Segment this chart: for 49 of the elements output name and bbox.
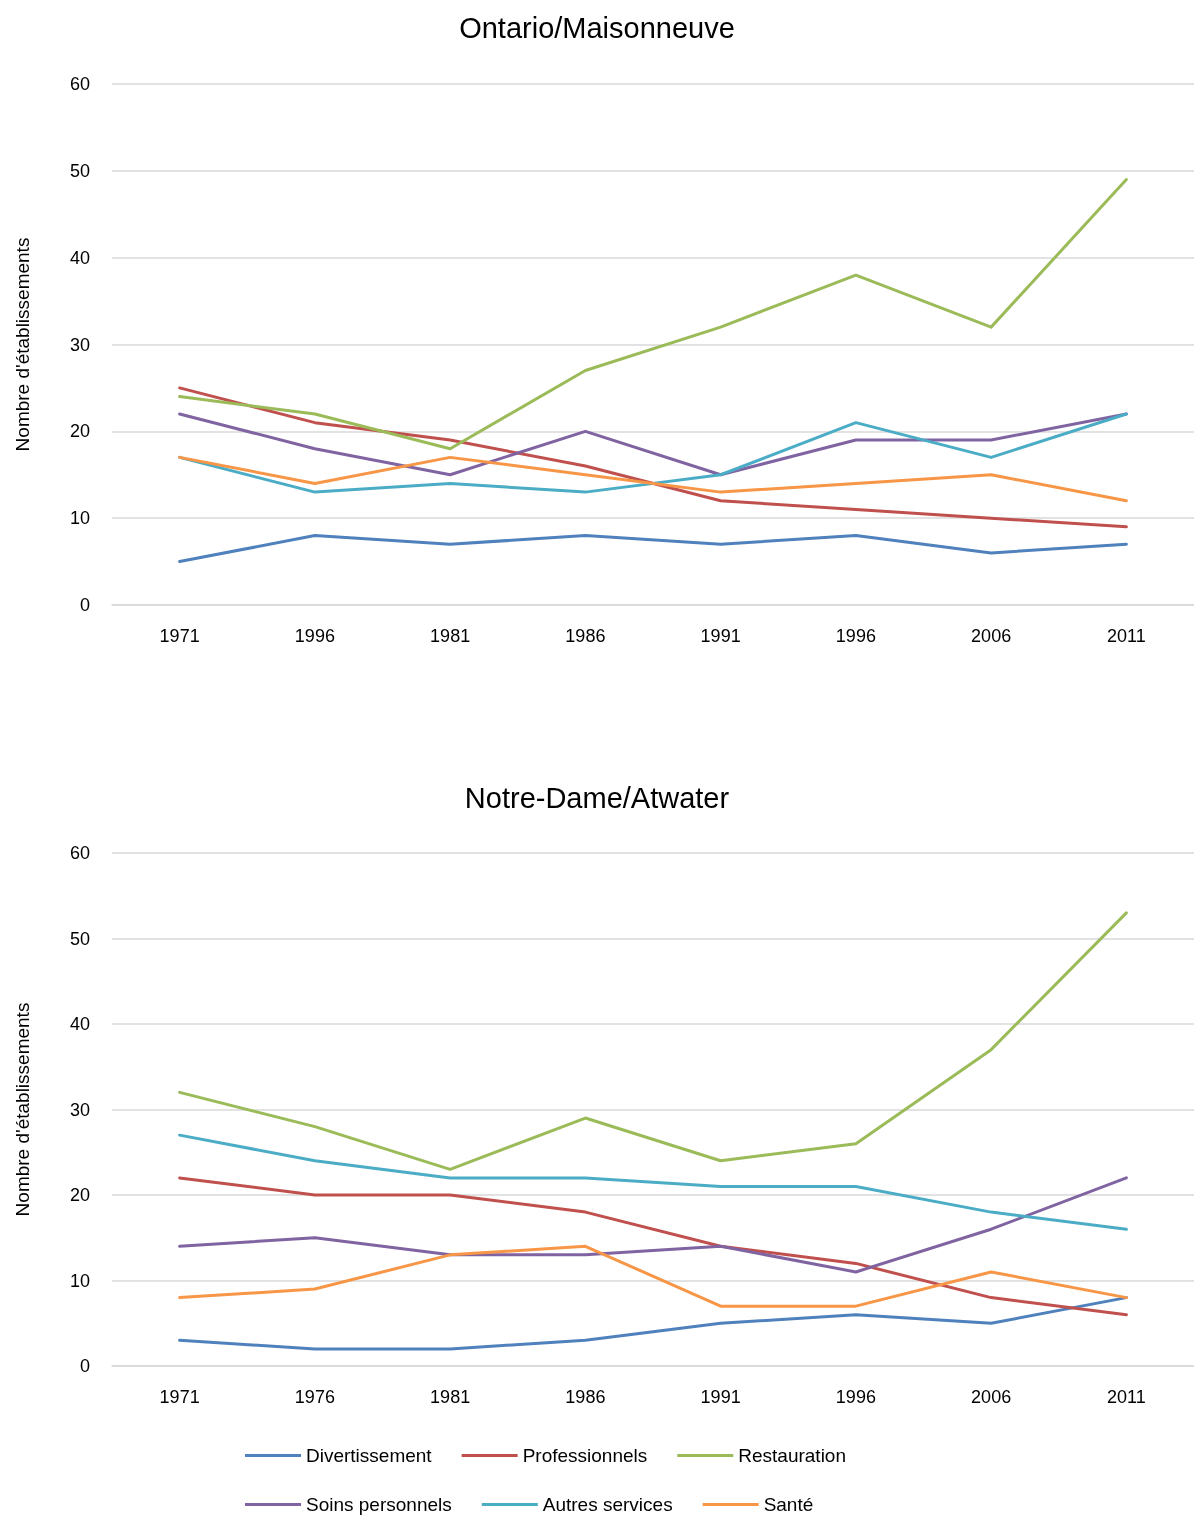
y-tick-label: 60 [69,74,90,94]
y-tick-label: 10 [69,1270,90,1291]
y-axis-title: Nombre d'établissements [12,1002,33,1217]
x-tick-label: 1991 [700,1387,741,1407]
line-series [178,1176,1128,1317]
legend-label: Restauration [738,1445,846,1466]
x-tick-label: 1996 [294,626,335,646]
x-tick-label: 2011 [1107,626,1146,646]
y-tick-label: 20 [69,421,90,442]
line-series [178,178,1128,451]
x-tick-label: 2011 [1107,1387,1146,1407]
y-axis-title: Nombre d'établissements [12,237,33,452]
x-tick-label: 1976 [294,1387,335,1407]
y-tick-label: 50 [69,160,90,181]
legend-label: Professionnels [522,1445,648,1466]
line-series [178,1176,1128,1274]
legend-label: Divertissement [306,1445,433,1466]
line-series [178,911,1128,1171]
y-tick-label: 60 [69,843,90,863]
x-tick-label: 1996 [835,626,876,646]
x-tick-label: 1986 [565,1387,606,1407]
chart-title: Notre-Dame/Atwater [464,781,730,814]
x-tick-label: 2006 [971,626,1012,646]
y-tick-label: 20 [69,1185,90,1205]
y-tick-label: 50 [69,928,90,949]
legend-label: Soins personnels [306,1494,452,1515]
y-tick-label: 0 [79,595,90,615]
line-series [178,1244,1128,1308]
x-tick-label: 1971 [159,626,200,646]
x-tick-label: 1991 [700,626,741,646]
line-series [178,455,1128,503]
line-series [178,534,1128,564]
x-tick-label: 1996 [835,1387,876,1407]
line-series [178,1133,1128,1231]
x-tick-label: 1971 [159,1387,200,1407]
y-tick-label: 40 [69,1014,90,1034]
x-tick-label: 1981 [430,626,471,646]
y-tick-label: 0 [79,1356,90,1376]
chart-title: Ontario/Maisonneuve [459,11,735,44]
legend-label: Santé [763,1494,814,1515]
y-tick-label: 10 [69,508,90,529]
y-tick-label: 30 [69,1099,90,1120]
legend-label: Autres services [542,1494,673,1515]
x-tick-label: 2006 [971,1387,1012,1407]
y-tick-label: 30 [69,334,90,355]
y-tick-label: 40 [69,247,90,268]
line-series [178,386,1128,529]
x-tick-label: 1981 [430,1387,471,1407]
x-tick-label: 1986 [565,626,606,646]
